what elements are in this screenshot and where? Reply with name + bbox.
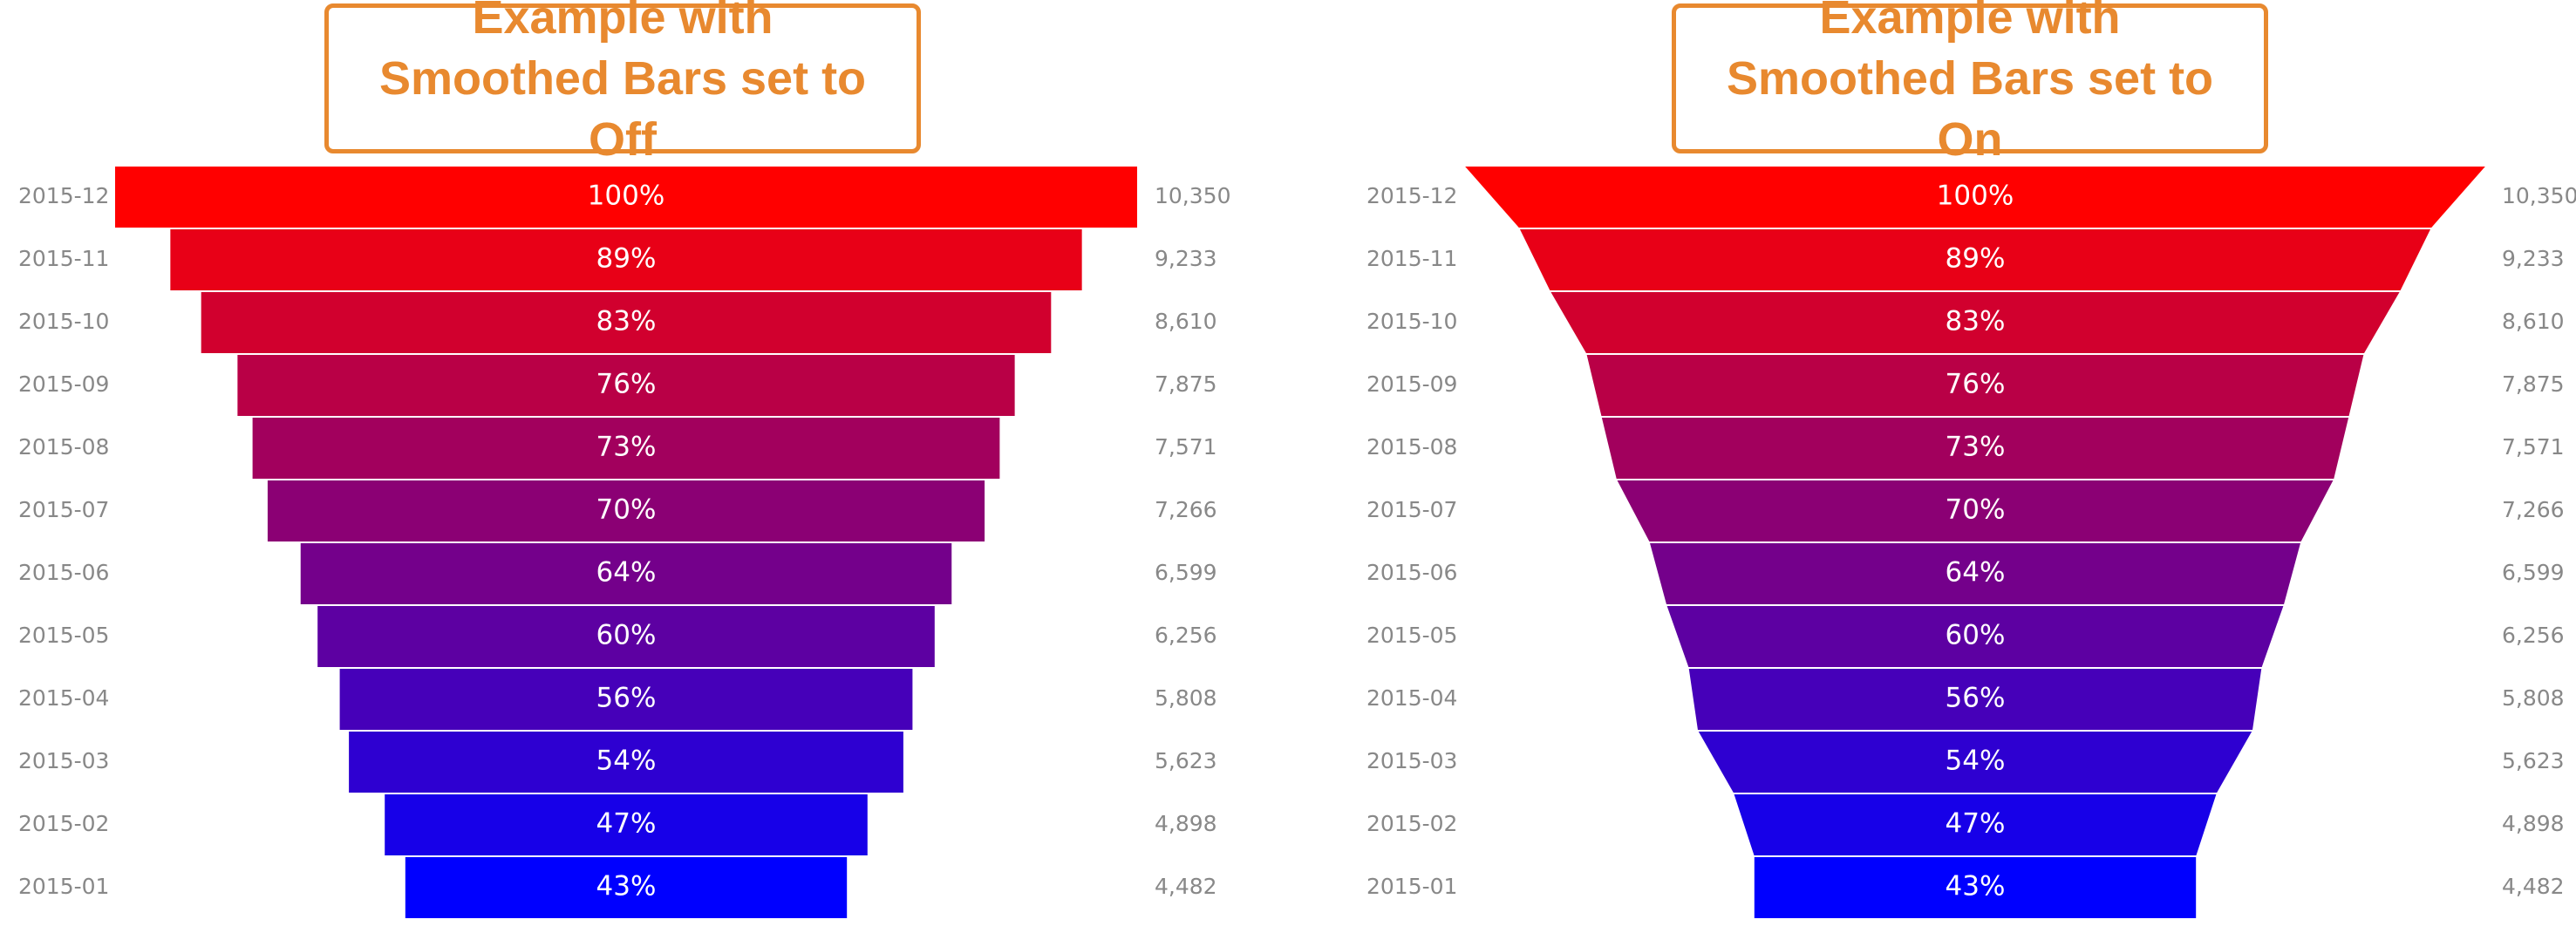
percent-label: 60% [596,620,657,651]
category-label: 2015-11 [1366,246,1457,271]
value-label: 7,266 [2502,497,2565,522]
percent-label: 70% [596,494,657,526]
percent-label: 54% [596,746,657,777]
value-label: 5,623 [2502,748,2565,773]
category-label: 2015-12 [1366,183,1457,208]
funnel-bar [347,730,905,794]
category-label: 2015-05 [1366,623,1457,648]
category-label: 2015-09 [18,371,109,397]
percent-label: 56% [596,683,657,714]
percent-label: 76% [1946,369,2006,400]
value-label: 7,875 [1155,371,1217,397]
percent-label: 47% [596,808,657,840]
category-label: 2015-03 [18,748,109,773]
percent-label: 70% [1946,494,2006,526]
funnel-bar [113,165,1139,229]
category-label: 2015-02 [1366,811,1457,836]
value-label: 7,571 [2502,434,2565,460]
category-label: 2015-08 [18,434,109,460]
category-label: 2015-04 [18,685,109,711]
value-label: 6,599 [1155,560,1217,585]
funnel-bar [316,604,937,669]
percent-label: 100% [1937,180,2014,212]
value-label: 10,350 [2502,183,2576,208]
percent-label: 83% [1946,306,2006,337]
percent-label: 100% [588,180,665,212]
category-label: 2015-10 [18,309,109,334]
funnel-bar [298,541,954,606]
value-label: 7,266 [1155,497,1217,522]
category-label: 2015-01 [1366,874,1457,899]
category-label: 2015-06 [18,560,109,585]
percent-label: 83% [596,306,657,337]
category-label: 2015-03 [1366,748,1457,773]
funnel-bar [235,353,1017,418]
category-label: 2015-06 [1366,560,1457,585]
value-label: 7,571 [1155,434,1217,460]
percent-label: 64% [1946,557,2006,589]
chart-title: Example with Smoothed Bars set to Off [324,0,921,166]
percent-label: 64% [596,557,657,589]
category-label: 2015-04 [1366,685,1457,711]
percent-label: 76% [596,369,657,400]
value-label: 6,256 [2502,623,2565,648]
value-label: 4,898 [2502,811,2565,836]
category-label: 2015-07 [1366,497,1457,522]
percent-label: 60% [1946,620,2006,651]
category-label: 2015-10 [1366,309,1457,334]
value-label: 6,256 [1155,623,1217,648]
funnel-bar [168,228,1084,292]
category-label: 2015-08 [1366,434,1457,460]
category-label: 2015-09 [1366,371,1457,397]
value-label: 10,350 [1155,183,1230,208]
value-label: 5,808 [2502,685,2565,711]
category-label: 2015-02 [18,811,109,836]
category-label: 2015-11 [18,246,109,271]
value-label: 6,599 [2502,560,2565,585]
value-label: 4,898 [1155,811,1217,836]
value-label: 9,233 [1155,246,1217,271]
value-label: 7,875 [2502,371,2565,397]
category-label: 2015-07 [18,497,109,522]
percent-label: 54% [1946,746,2006,777]
funnel-bar [199,290,1053,355]
category-label: 2015-01 [18,874,109,899]
chart-title: Example with Smoothed Bars set to On [1672,0,2268,166]
funnel-bar [383,793,869,857]
percent-label: 43% [596,871,657,902]
percent-label: 73% [1946,432,2006,463]
category-label: 2015-12 [18,183,109,208]
percent-label: 89% [596,243,657,275]
percent-label: 47% [1946,808,2006,840]
category-label: 2015-05 [18,623,109,648]
value-label: 9,233 [2502,246,2565,271]
percent-label: 43% [1946,871,2006,902]
value-label: 8,610 [2502,309,2565,334]
funnel-bar [265,479,987,543]
value-label: 4,482 [2502,874,2565,899]
percent-label: 56% [1946,683,2006,714]
funnel-bar [1752,855,2198,920]
funnel-bar [250,416,1002,480]
value-label: 8,610 [1155,309,1217,334]
percent-label: 73% [596,432,657,463]
value-label: 5,623 [1155,748,1217,773]
funnel-bar [403,855,849,920]
value-label: 5,808 [1155,685,1217,711]
percent-label: 89% [1946,243,2006,275]
value-label: 4,482 [1155,874,1217,899]
funnel-bar [337,667,915,732]
